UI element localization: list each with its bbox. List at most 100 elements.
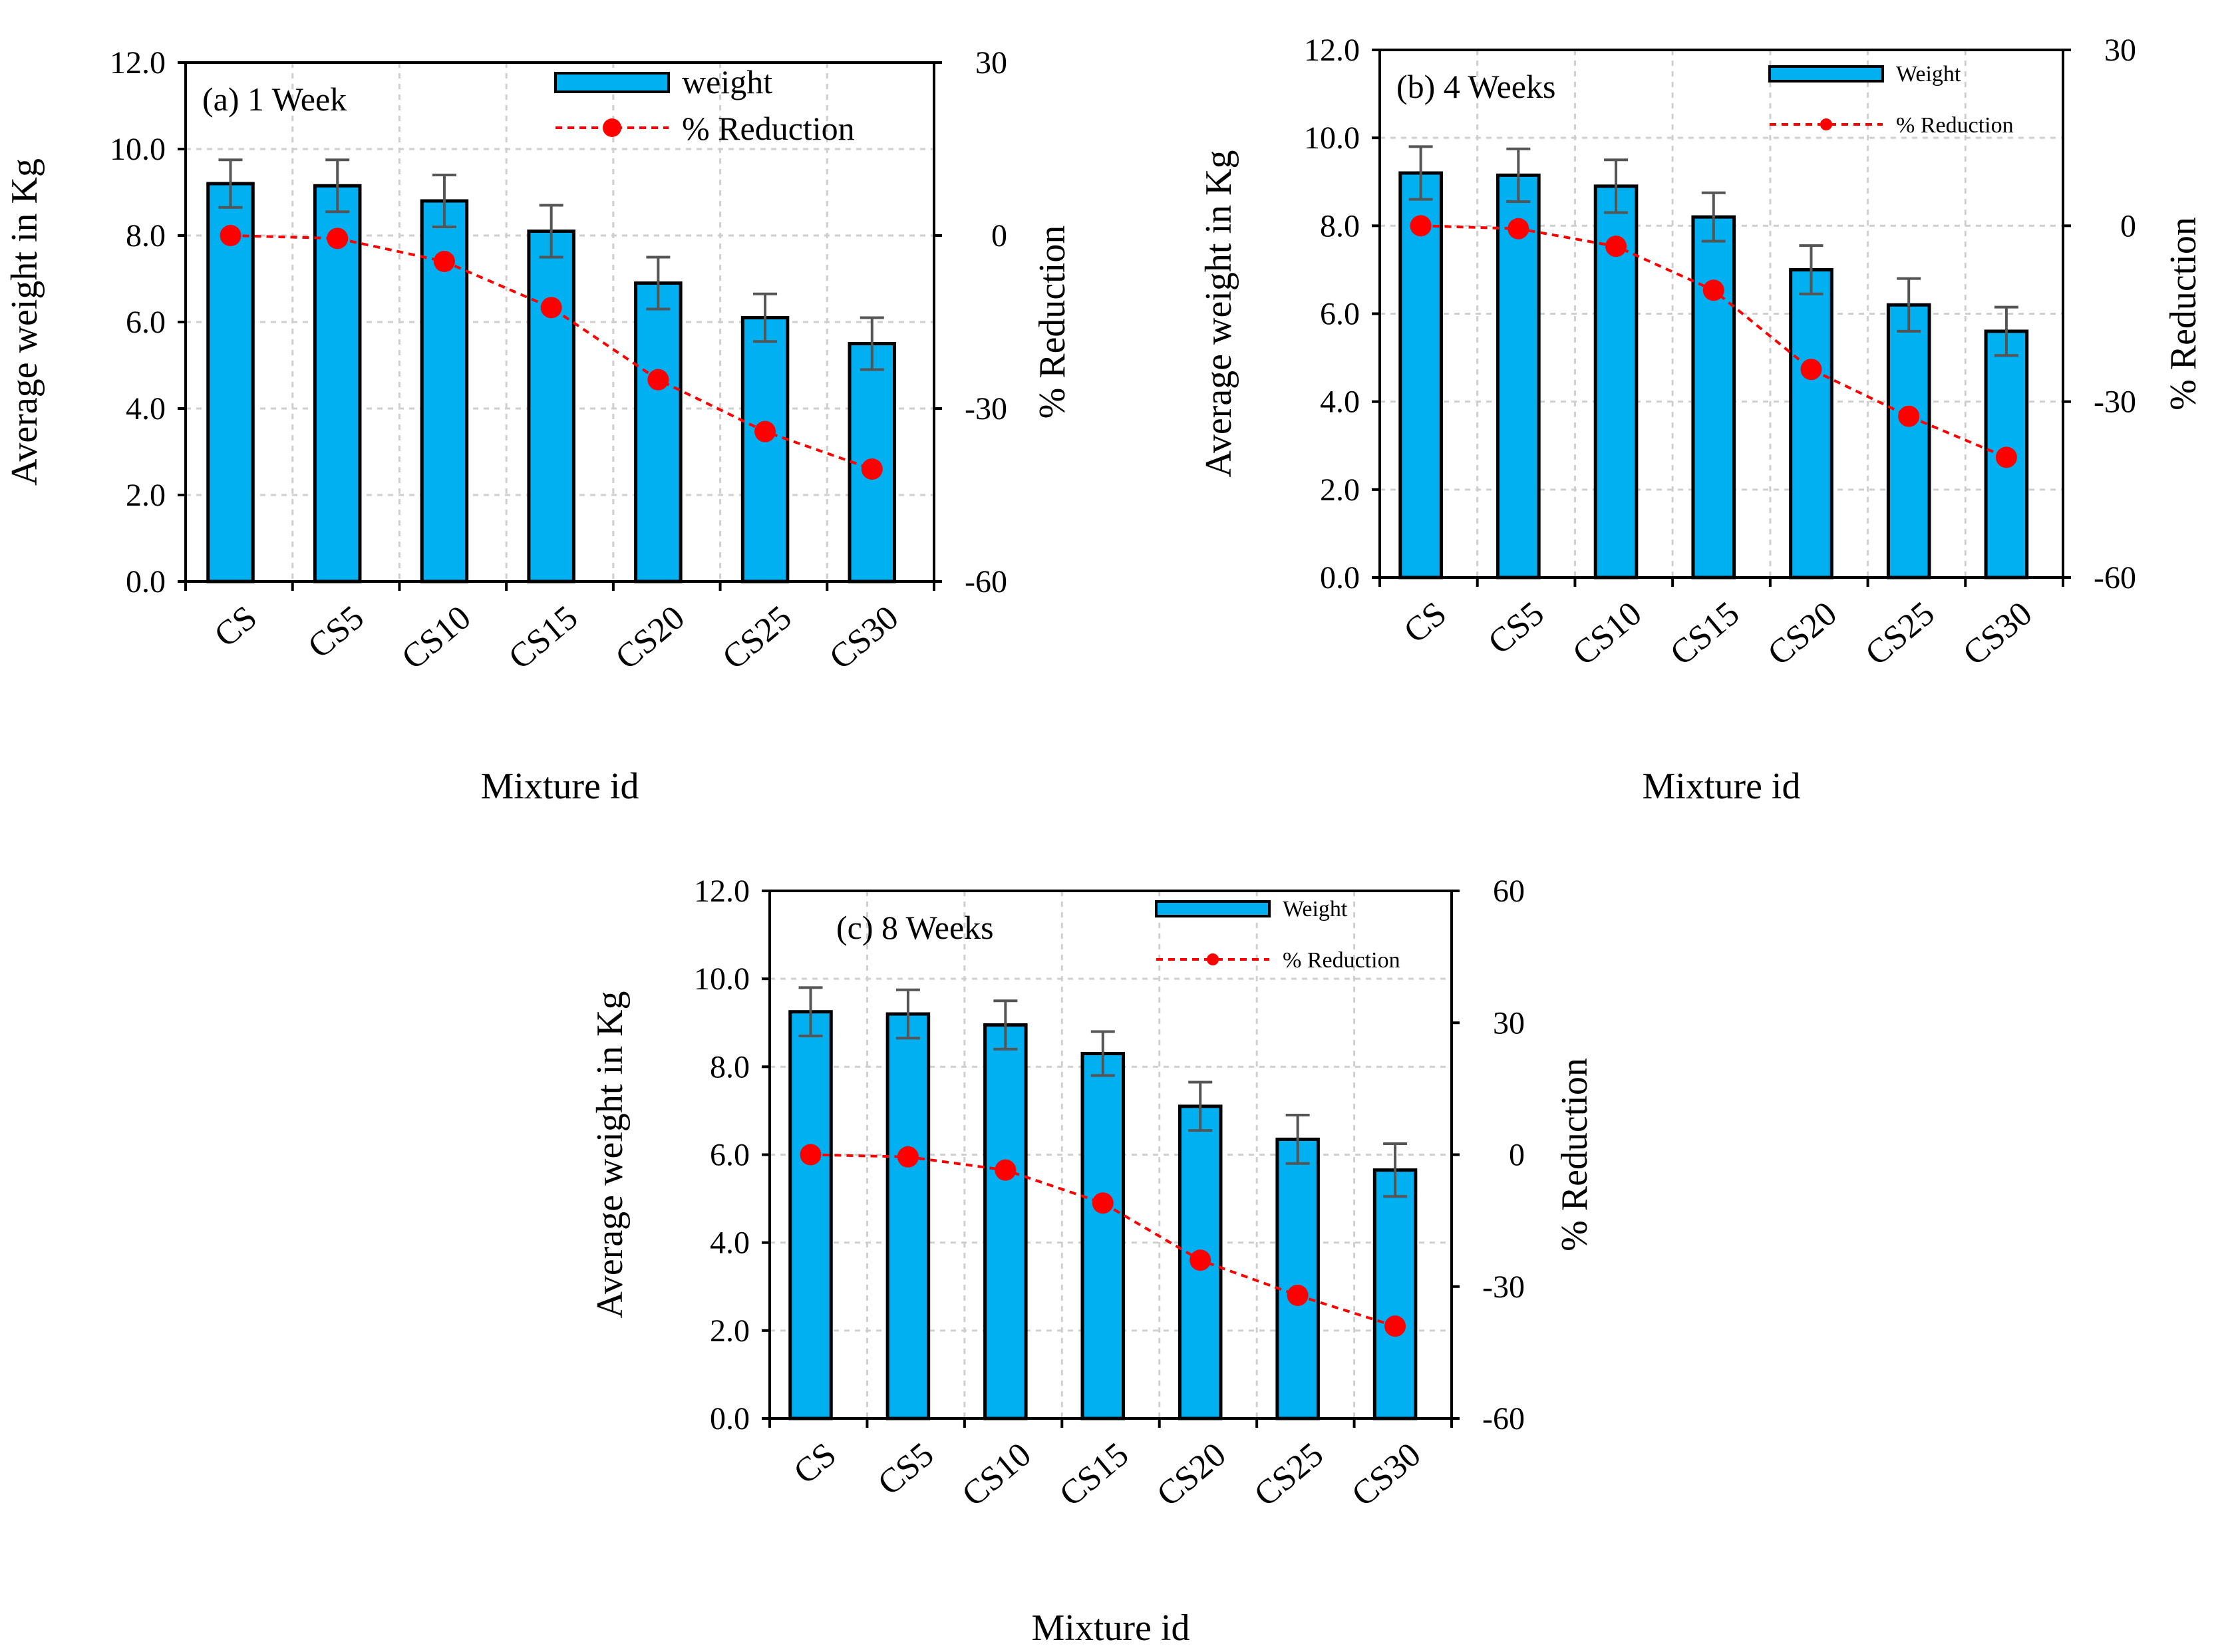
y-tick-label: 6.0 xyxy=(126,305,166,340)
bar-CS5 xyxy=(313,184,362,583)
y-tick-label: 4.0 xyxy=(126,391,166,426)
legend-bar-swatch xyxy=(1768,65,1884,83)
x-tick-label: CS20 xyxy=(1761,595,1844,673)
legend-label-reduction: % Reduction xyxy=(1896,113,2014,138)
y2-tick-label: -60 xyxy=(965,564,1007,599)
bar-CS20 xyxy=(1789,267,1833,579)
x-tick-label: CS20 xyxy=(1150,1436,1233,1514)
bar-CS5 xyxy=(885,1012,931,1420)
y2-tick-label: 0 xyxy=(991,218,1007,253)
y-tick-label: 8.0 xyxy=(126,218,166,253)
y2-tick-label: 30 xyxy=(975,45,1007,81)
reduction-point-CS30 xyxy=(1384,1315,1406,1337)
reduction-point-CS10 xyxy=(995,1159,1017,1181)
x-tick-label: CS30 xyxy=(1956,595,2039,673)
x-tick-label: CS15 xyxy=(1052,1436,1136,1514)
reduction-point-CS xyxy=(1410,215,1432,237)
bar-CS25 xyxy=(1275,1137,1320,1420)
legend-bar-swatch xyxy=(554,72,670,93)
y-tick-label: 12.0 xyxy=(1304,33,1360,68)
bar-CS5 xyxy=(1496,173,1541,579)
y2-axis-title: % Reduction xyxy=(1032,226,1073,419)
x-axis-title: Mixture id xyxy=(1032,1607,1190,1649)
y2-tick-label: 30 xyxy=(2104,33,2136,68)
y2-axis-title: % Reduction xyxy=(1554,1058,1595,1251)
reduction-point-CS20 xyxy=(1190,1249,1211,1271)
y2-tick-label: -60 xyxy=(1482,1401,1525,1436)
y-tick-label: 2.0 xyxy=(710,1313,750,1349)
reduction-point-CS20 xyxy=(1800,359,1822,381)
reduction-point-CS5 xyxy=(897,1146,919,1168)
y2-tick-label: -30 xyxy=(965,391,1007,426)
y-axis-title: Average weight in Kg xyxy=(589,991,631,1319)
y-tick-label: 12.0 xyxy=(694,874,750,909)
bar-CS xyxy=(788,1010,833,1420)
y2-tick-label: -60 xyxy=(2094,560,2136,595)
y2-tick-label: 0 xyxy=(1509,1138,1525,1173)
y-tick-label: 0.0 xyxy=(126,564,166,599)
y2-tick-label: 60 xyxy=(1493,874,1525,909)
x-tick-label: CS5 xyxy=(1482,595,1551,662)
y-tick-label: 10.0 xyxy=(1304,120,1360,156)
bar-CS15 xyxy=(527,230,575,583)
x-tick-label: CS10 xyxy=(955,1436,1038,1514)
x-axis-title: Mixture id xyxy=(1643,766,1801,807)
x-tick-label: CS25 xyxy=(1247,1436,1331,1514)
x-axis-title: Mixture id xyxy=(481,766,639,807)
bar-CS15 xyxy=(1691,215,1736,579)
reduction-point-CS30 xyxy=(861,458,883,480)
legend-label-weight: Weight xyxy=(1283,897,1348,921)
y2-tick-label: 0 xyxy=(2120,208,2136,244)
x-tick-label: CS5 xyxy=(301,599,371,666)
bar-CS30 xyxy=(1372,1168,1418,1420)
y-tick-label: 0.0 xyxy=(710,1401,750,1436)
x-tick-label: CS xyxy=(208,599,264,655)
x-tick-label: CS xyxy=(787,1436,844,1492)
legend-bar-swatch xyxy=(1155,900,1271,917)
reduction-point-CS15 xyxy=(1702,279,1724,301)
reduction-point-CS10 xyxy=(1605,236,1627,257)
bar-CS15 xyxy=(1080,1052,1126,1420)
y-tick-label: 6.0 xyxy=(1320,297,1360,332)
legend-marker xyxy=(1820,118,1832,130)
panel-title: (c) 8 Weeks xyxy=(836,909,994,946)
reduction-point-CS20 xyxy=(647,369,669,391)
x-tick-label: CS30 xyxy=(822,599,905,677)
chart-panel-1: 0.0 2.0 4.0 6.0 8.0 10.0 12.0 -60 -30 0 30 CS CS5 CS1… xyxy=(4,45,1073,807)
y-tick-label: 0.0 xyxy=(1320,560,1360,595)
bar-CS25 xyxy=(1886,303,1931,579)
y-axis-title: Average weight in Kg xyxy=(4,158,45,486)
y-tick-label: 8.0 xyxy=(1320,208,1360,244)
y-tick-label: 2.0 xyxy=(126,478,166,513)
reduction-point-CS25 xyxy=(1287,1284,1309,1306)
y2-tick-label: 30 xyxy=(1493,1005,1525,1041)
y-tick-label: 10.0 xyxy=(694,961,750,997)
y-tick-label: 6.0 xyxy=(710,1138,750,1173)
legend-label-weight: weight xyxy=(682,63,772,100)
reduction-point-CS xyxy=(220,225,241,246)
reduction-point-CS xyxy=(800,1144,822,1166)
x-tick-label: CS5 xyxy=(871,1436,941,1503)
legend-label-reduction: % Reduction xyxy=(1283,948,1400,973)
x-tick-label: CS15 xyxy=(502,599,585,677)
x-tick-label: CS15 xyxy=(1663,595,1746,673)
y-tick-label: 8.0 xyxy=(710,1049,750,1084)
x-tick-label: CS25 xyxy=(1858,595,1941,673)
legend-marker xyxy=(603,118,621,137)
reduction-point-CS30 xyxy=(1995,446,2017,468)
reduction-point-CS10 xyxy=(433,251,455,272)
x-tick-label: CS25 xyxy=(715,599,798,677)
y-tick-label: 4.0 xyxy=(710,1226,750,1261)
x-tick-label: CS10 xyxy=(1565,595,1649,673)
y-tick-label: 4.0 xyxy=(1320,385,1360,420)
reduction-point-CS25 xyxy=(1898,405,1920,427)
y2-axis-title: % Reduction xyxy=(2163,217,2204,411)
reduction-point-CS15 xyxy=(1092,1192,1114,1214)
x-tick-label: CS20 xyxy=(609,599,692,677)
bar-CS20 xyxy=(634,281,683,583)
panel-title: (b) 4 Weeks xyxy=(1396,68,1555,105)
legend-label-weight: Weight xyxy=(1896,62,1961,86)
